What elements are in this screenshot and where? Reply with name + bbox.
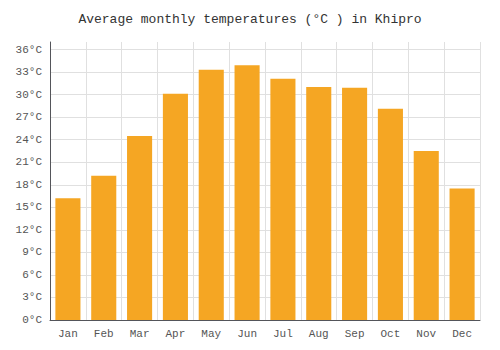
- svg-text:33°C: 33°C: [16, 66, 43, 78]
- svg-text:27°C: 27°C: [16, 111, 43, 123]
- svg-text:6°C: 6°C: [22, 269, 42, 281]
- svg-text:24°C: 24°C: [16, 134, 43, 146]
- svg-text:Jul: Jul: [273, 328, 293, 340]
- svg-text:Mar: Mar: [130, 328, 150, 340]
- svg-text:May: May: [201, 328, 221, 340]
- svg-text:Apr: Apr: [166, 328, 186, 340]
- svg-text:0°C: 0°C: [22, 314, 42, 326]
- svg-text:Jun: Jun: [237, 328, 257, 340]
- svg-text:Feb: Feb: [94, 328, 114, 340]
- svg-text:12°C: 12°C: [16, 224, 43, 236]
- svg-text:36°C: 36°C: [16, 44, 43, 56]
- svg-text:Average monthly temperatures (: Average monthly temperatures (°C ) in Kh…: [78, 12, 421, 27]
- svg-text:Aug: Aug: [309, 328, 329, 340]
- svg-text:15°C: 15°C: [16, 201, 43, 213]
- svg-text:Dec: Dec: [452, 328, 472, 340]
- svg-text:3°C: 3°C: [22, 291, 42, 303]
- svg-text:21°C: 21°C: [16, 156, 43, 168]
- svg-text:Oct: Oct: [381, 328, 401, 340]
- svg-text:18°C: 18°C: [16, 179, 43, 191]
- svg-text:Jan: Jan: [58, 328, 78, 340]
- svg-text:30°C: 30°C: [16, 89, 43, 101]
- svg-text:Nov: Nov: [416, 328, 436, 340]
- svg-text:Sep: Sep: [345, 328, 365, 340]
- svg-text:9°C: 9°C: [22, 246, 42, 258]
